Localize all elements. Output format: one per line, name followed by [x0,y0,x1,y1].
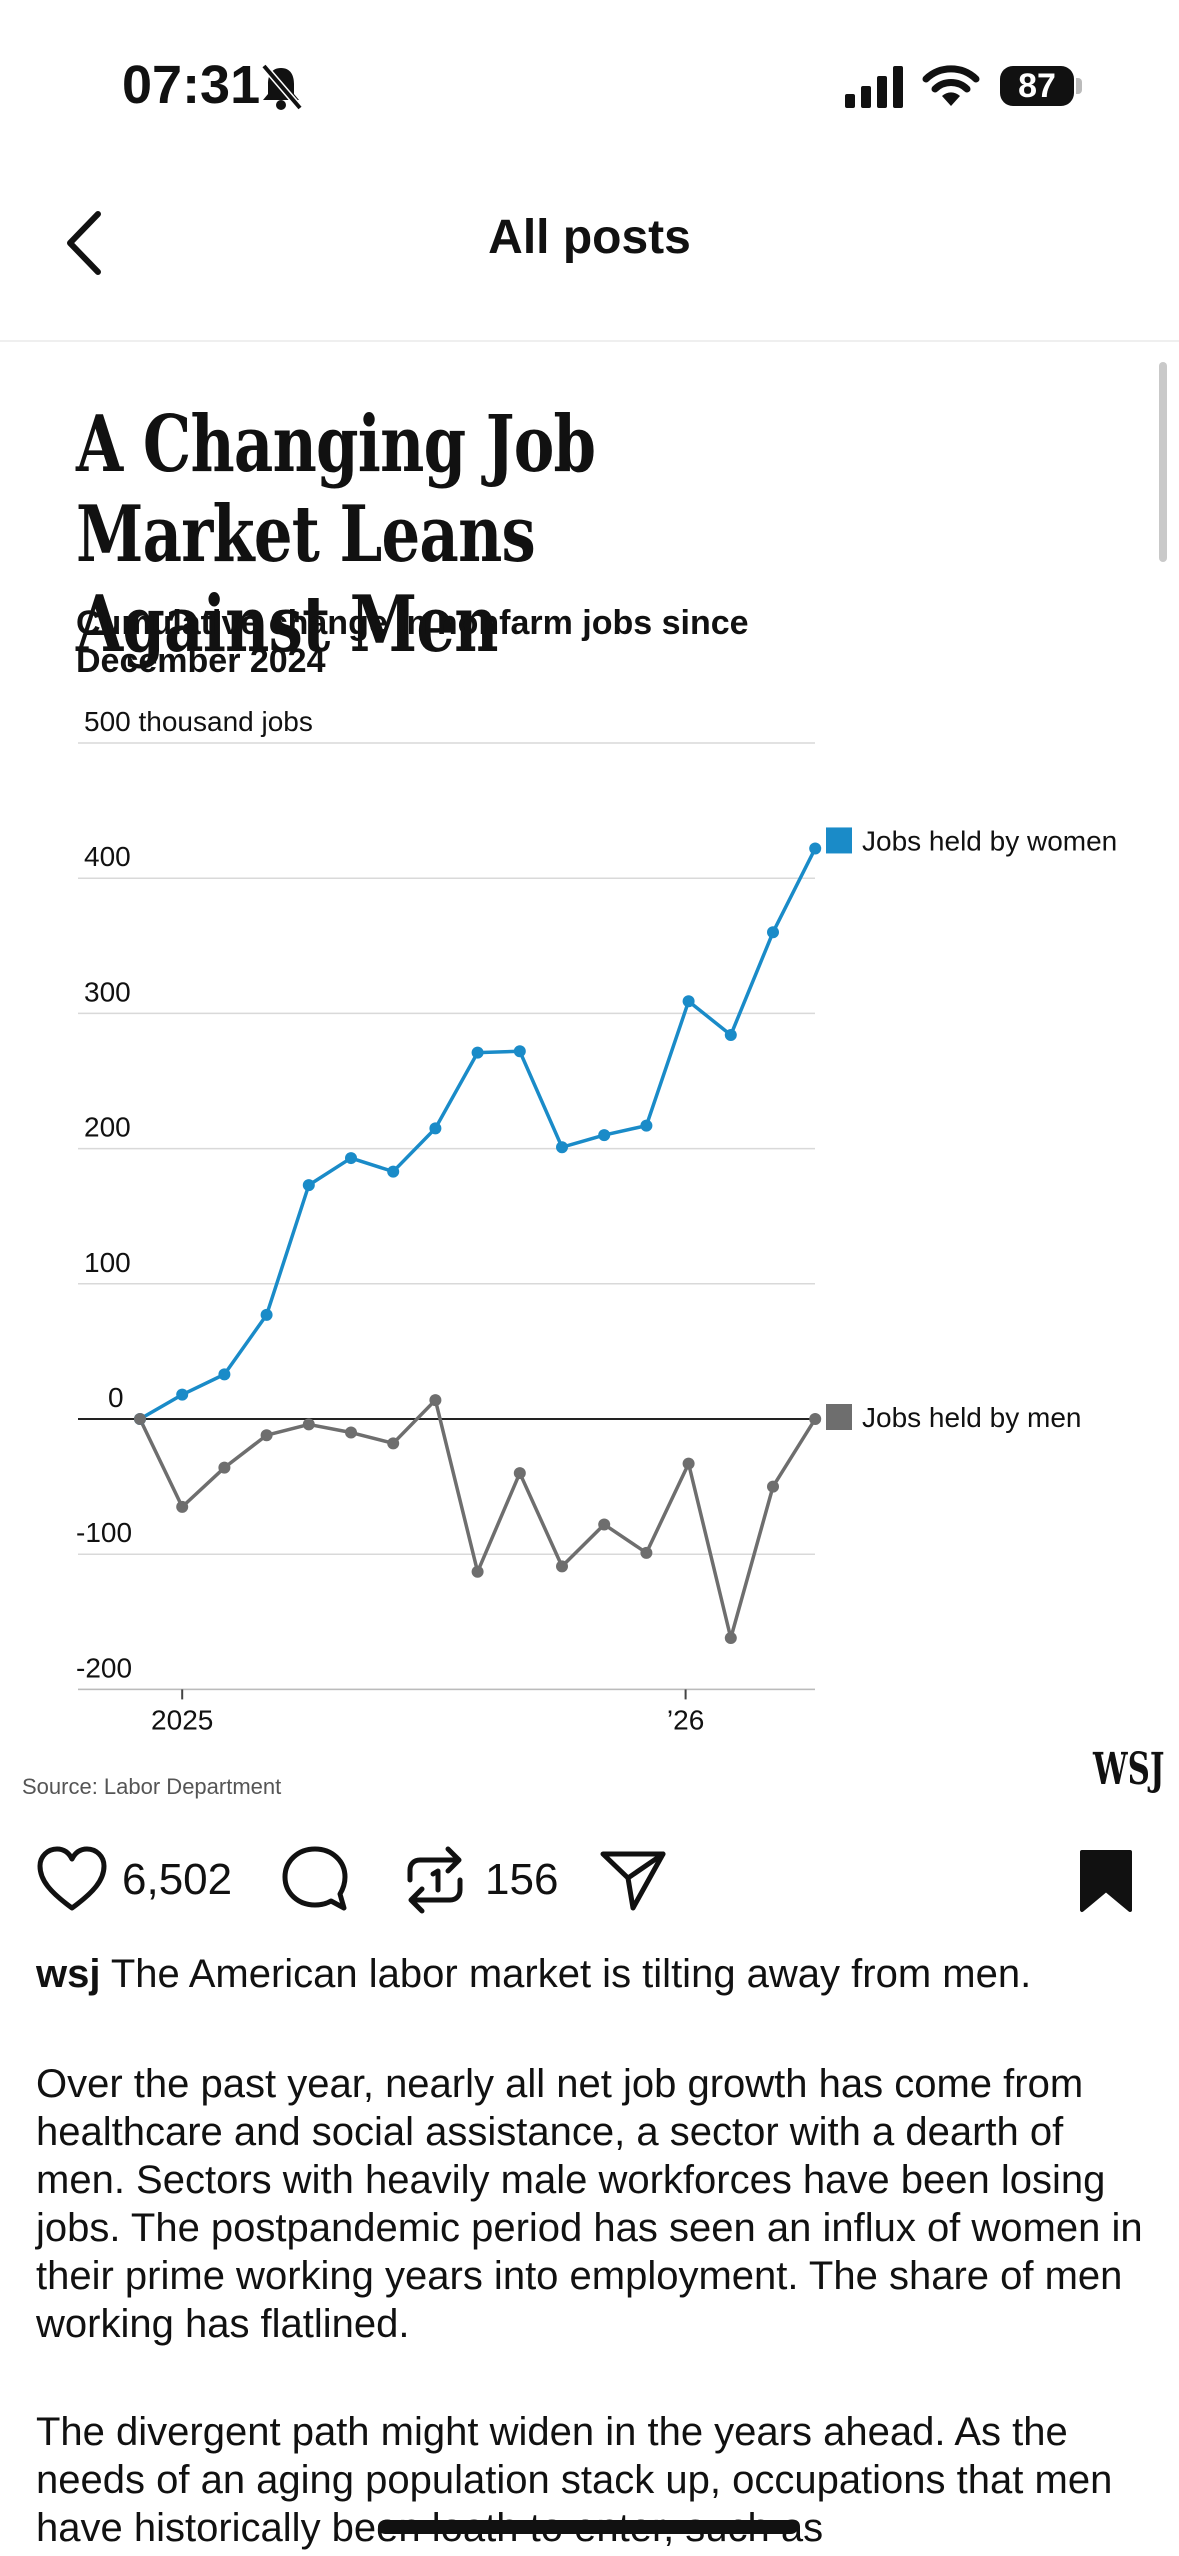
share-icon[interactable] [598,1846,668,1914]
caption-lead: wsj The American labor market is tilting… [36,1950,1146,1998]
data-point [302,1179,315,1192]
data-point [724,1632,737,1645]
repost-icon[interactable] [400,1844,470,1916]
battery-tip [1076,78,1082,94]
data-point [809,1413,822,1425]
page-title: All posts [488,211,691,264]
data-point [176,1388,189,1401]
back-chevron-icon[interactable] [62,210,106,276]
data-point [345,1152,357,1165]
comment-icon[interactable] [280,1844,350,1914]
y-tick-label: 100 [84,1247,131,1278]
data-point [809,842,822,855]
y-tick-label: 500 thousand jobs [84,706,313,737]
data-point [471,1565,484,1578]
data-point [134,1413,146,1425]
data-point [724,1029,737,1042]
data-point [218,1368,231,1381]
data-point [513,1467,526,1480]
data-point [260,1308,273,1321]
line-chart: 500 thousand jobs 400 300 200 100 0 -100 -200 2… [76,706,1117,1735]
series-line-men [138,1398,817,1640]
heart-icon[interactable] [36,1846,108,1912]
scrollbar[interactable] [1159,362,1167,562]
data-point [682,1457,695,1470]
legend-swatch [826,827,852,854]
data-point [471,1046,484,1059]
data-point [640,1119,653,1132]
data-point [767,926,779,939]
legend-swatch [826,1404,852,1430]
chart-subtitle: Cumulative change in nonfarm jobs since … [76,604,749,680]
y-tick-label: 0 [108,1382,124,1413]
legend-label: Jobs held by women [862,825,1117,856]
data-point [767,1480,779,1493]
data-point [556,1560,568,1573]
y-tick-label: -200 [76,1652,132,1683]
data-point [598,1518,611,1531]
signal-icon [845,66,903,108]
data-point [387,1165,400,1178]
y-tick-label: -100 [76,1517,132,1548]
data-point [640,1546,653,1559]
data-point [682,995,695,1008]
y-tick-label: 200 [84,1112,131,1143]
data-point [260,1429,273,1442]
y-tick-label: 400 [84,841,131,872]
data-point [218,1461,231,1474]
caption-paragraph-1: Over the past year, nearly all net job g… [36,2062,1143,2346]
repost-count[interactable]: 156 [485,1855,559,1904]
like-count[interactable]: 6,502 [122,1855,233,1904]
mute-bell-icon [261,63,303,111]
data-point [556,1141,568,1154]
chart-source: Source: Labor Department [22,1774,282,1799]
data-point [302,1418,315,1431]
bookmark-icon[interactable] [1078,1848,1134,1914]
data-point [513,1045,526,1058]
data-point [429,1394,442,1407]
caption-lead-text: The American labor market is tilting awa… [100,1952,1032,1996]
x-tick-label: 2025 [151,1704,213,1735]
home-indicator[interactable] [378,2520,798,2534]
battery-indicator: 87 [1000,66,1074,106]
nav-divider [0,340,1179,342]
data-point [598,1129,611,1142]
data-point [176,1500,189,1513]
caption-username[interactable]: wsj [36,1952,101,1996]
x-tick-label: ’26 [667,1704,704,1735]
legend-label: Jobs held by men [862,1402,1081,1433]
data-point [429,1122,442,1135]
chart-headline: A Changing Job Market Leans Against Men [76,399,596,670]
y-tick-label: 300 [84,976,131,1007]
status-time: 07:31 [122,55,261,115]
wifi-icon [922,65,980,106]
data-point [387,1437,400,1450]
series-line-women [139,847,817,1421]
wsj-logo: WSJ [1093,1744,1165,1795]
data-point [345,1426,357,1439]
